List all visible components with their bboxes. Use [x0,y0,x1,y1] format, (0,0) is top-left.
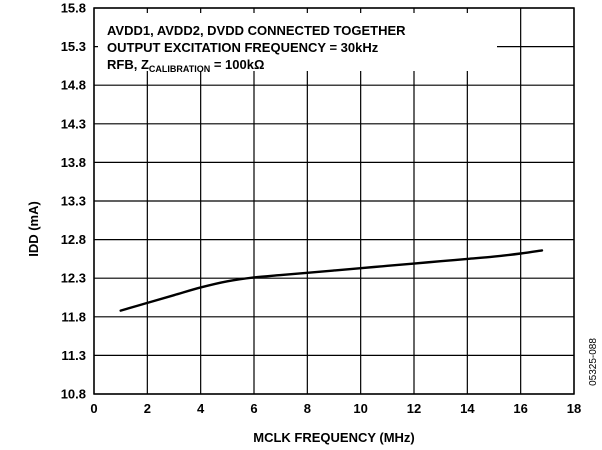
y-tick-label: 15.3 [61,39,86,54]
x-tick-label: 12 [407,401,421,416]
plot-frame [93,7,575,395]
x-axis-title: MCLK FREQUENCY (MHz) [253,430,415,445]
y-tick-label: 12.3 [61,271,86,286]
annotation-line-1: AVDD1, AVDD2, DVDD CONNECTED TOGETHER [107,23,406,38]
y-tick-labels: 10.8 11.3 11.8 12.3 12.8 13.3 13.8 14.3 14.8 15.3… [61,1,86,402]
annotation-line-3: RFB, ZCALIBRATION = 100kΩ [107,57,264,74]
series-line [119,249,544,312]
x-tick-label: 2 [144,401,151,416]
x-tick-label: 8 [304,401,311,416]
y-axis-title: IDD (mA) [26,201,41,257]
annotation-line-3-prefix: RFB, Z [107,57,149,72]
x-tick-label: 4 [197,401,205,416]
x-tick-label: 16 [513,401,527,416]
annotation-box: AVDD1, AVDD2, DVDD CONNECTED TOGETHER OU… [98,13,497,74]
x-tick-label: 14 [460,401,475,416]
y-tick-label: 13.8 [61,155,86,170]
annotation-line-3-subscript: CALIBRATION [149,64,210,74]
y-tick-label: 14.8 [61,78,86,93]
y-tick-label: 11.8 [61,309,86,324]
y-tick-label: 14.3 [61,116,86,131]
y-tick-label: 12.8 [61,232,86,247]
x-tick-label: 18 [567,401,581,416]
y-tick-label: 13.3 [61,194,86,209]
x-tick-label: 6 [250,401,257,416]
annotation-line-3-suffix: = 100kΩ [210,57,264,72]
y-tick-label: 11.3 [61,348,86,363]
y-tick-label: 10.8 [61,387,86,402]
annotation-line-2: OUTPUT EXCITATION FREQUENCY = 30kHz [107,40,379,55]
y-tick-label: 15.8 [61,1,86,16]
figure-code: 05325-088 [588,338,599,386]
x-tick-labels: 0 2 4 6 8 10 12 14 16 18 [90,401,581,416]
series-group [119,249,544,312]
annotation-background [98,13,497,71]
x-tick-label: 0 [90,401,97,416]
x-tick-label: 10 [353,401,367,416]
